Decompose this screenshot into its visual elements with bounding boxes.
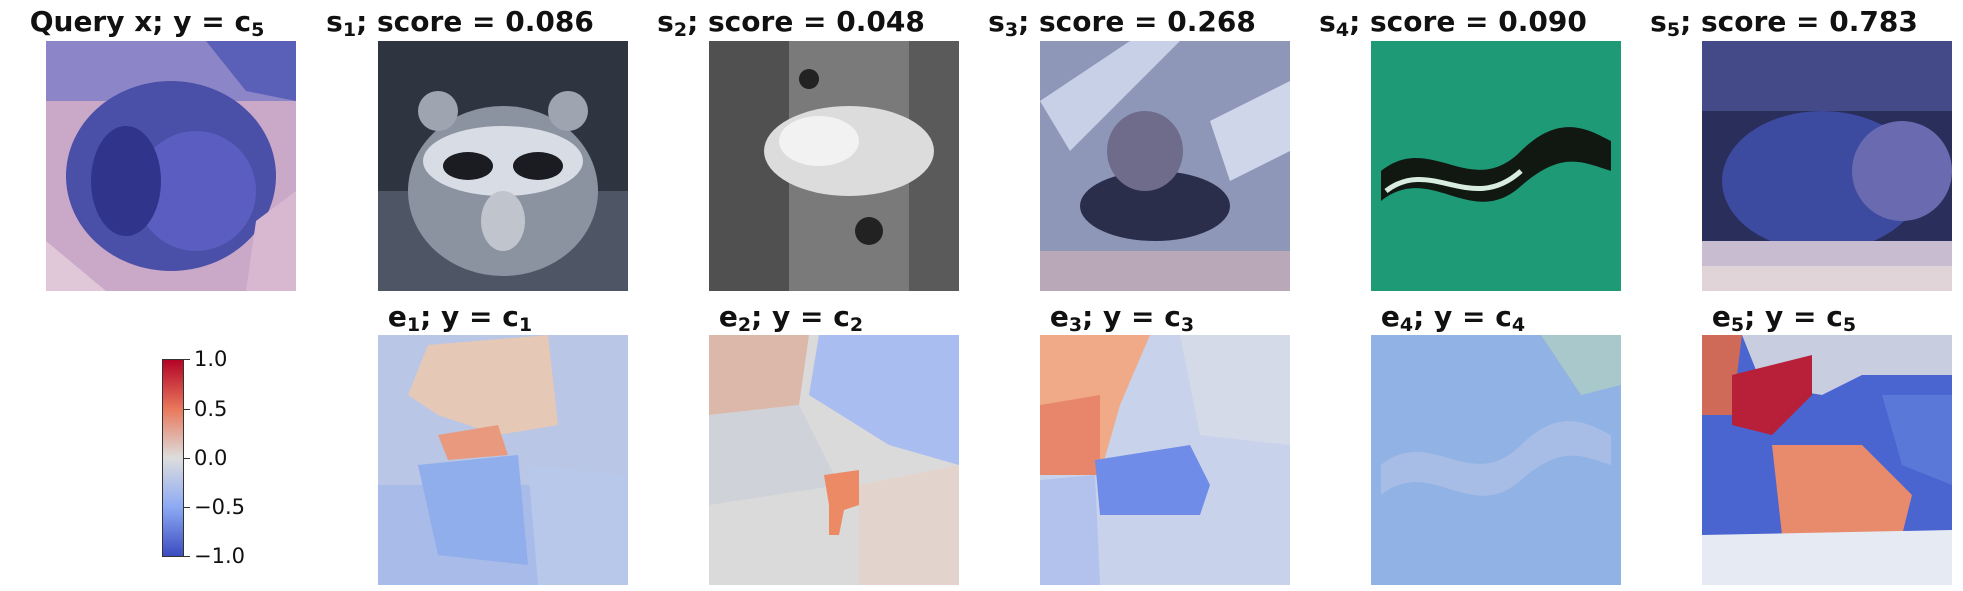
explanation-title-3: e3; y = c3 <box>1049 300 1195 336</box>
support-title-4: s4; score = 0.090 <box>1319 5 1587 41</box>
explanation-heatmap-1 <box>378 335 628 585</box>
explanation-title-2: e2; y = c2 <box>718 300 864 336</box>
support-title-3: s3; score = 0.268 <box>988 5 1256 41</box>
explanation-heatmap-2 <box>709 335 959 585</box>
colorbar-tick-3: 0.0 <box>183 448 227 469</box>
colorbar <box>162 359 184 557</box>
explanation-heatmap-5 <box>1702 335 1952 585</box>
query-title: Query x; y = c5 <box>29 5 265 41</box>
explanation-title-1: e1; y = c1 <box>387 300 533 336</box>
colorbar-tick-1: 1.0 <box>183 349 227 370</box>
colorbar-tick-4: −0.5 <box>184 497 245 518</box>
explanation-title-4: e4; y = c4 <box>1380 300 1526 336</box>
explanation-title-5: e5; y = c5 <box>1711 300 1857 336</box>
support-title-2: s2; score = 0.048 <box>657 5 925 41</box>
colorbar-tick-5: −1.0 <box>184 546 245 567</box>
explanation-heatmap-3 <box>1040 335 1290 585</box>
query-image <box>46 41 296 291</box>
support-image-5 <box>1702 41 1952 291</box>
support-title-1: s1; score = 0.086 <box>326 5 594 41</box>
colorbar-tick-2: 0.5 <box>183 399 227 420</box>
support-title-5: s5; score = 0.783 <box>1650 5 1918 41</box>
support-image-2 <box>709 41 959 291</box>
support-image-3 <box>1040 41 1290 291</box>
explanation-heatmap-4 <box>1371 335 1621 585</box>
support-image-4 <box>1371 41 1621 291</box>
support-image-1 <box>378 41 628 291</box>
